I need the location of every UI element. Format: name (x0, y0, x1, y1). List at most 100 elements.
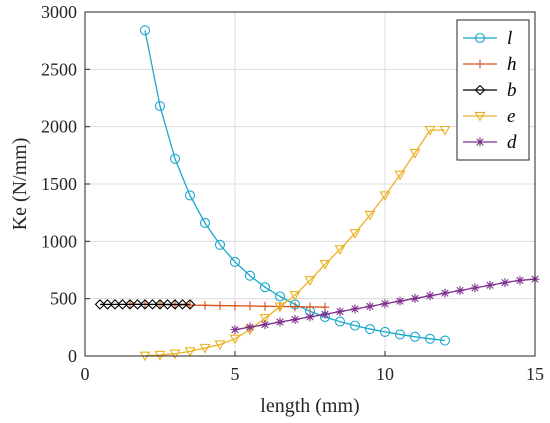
x-tick-label: 10 (376, 364, 394, 384)
series-d (230, 274, 540, 335)
data-point-b (102, 299, 113, 310)
data-point-b (162, 299, 173, 310)
data-point-d (260, 320, 270, 330)
data-point-b (117, 299, 128, 310)
data-point-d (410, 293, 420, 303)
legend-label-d: d (507, 132, 517, 153)
data-point-e (169, 349, 181, 360)
data-point-h (215, 301, 225, 311)
data-point-b (177, 299, 188, 310)
data-point-l (154, 100, 166, 112)
data-point-e (199, 343, 211, 354)
y-axis-title: Ke (N/mm) (9, 138, 31, 231)
data-point-b (154, 299, 166, 310)
legend-item-d: d (463, 132, 517, 153)
x-tick-label: 0 (81, 364, 90, 384)
data-point-e (319, 260, 331, 270)
data-point-l (364, 324, 376, 335)
data-point-h (305, 302, 315, 312)
y-tick-label: 1500 (41, 174, 77, 194)
data-point-d (440, 288, 450, 298)
legend-label-h: h (507, 54, 517, 75)
data-point-d (305, 312, 315, 322)
legend-item-b: b (463, 80, 517, 101)
y-tick-label: 500 (50, 289, 77, 309)
data-point-l (334, 316, 346, 327)
data-point-d (350, 304, 360, 314)
x-tick-label: 5 (231, 364, 240, 384)
data-point-l (274, 291, 286, 302)
data-point-h (260, 301, 270, 311)
series-layer (94, 25, 540, 362)
data-point-e (334, 245, 346, 255)
data-point-e (184, 347, 196, 358)
data-point-l (199, 217, 211, 229)
data-point-l (379, 326, 391, 337)
data-point-e (274, 302, 286, 313)
data-point-e (439, 125, 451, 136)
data-point-b (139, 299, 151, 310)
legend-label-l: l (507, 28, 512, 49)
data-point-e (364, 210, 376, 221)
data-point-e (424, 125, 436, 136)
data-point-d (290, 315, 300, 325)
data-point-l (184, 190, 196, 201)
legend-item-e: e (463, 106, 515, 127)
legend-marker-e (474, 111, 486, 122)
data-point-l (244, 270, 256, 281)
data-point-e (214, 340, 226, 351)
data-point-d (380, 299, 390, 309)
data-point-d (230, 325, 240, 335)
data-point-e (229, 334, 241, 345)
legend-label-b: b (507, 80, 517, 101)
data-point-l (394, 329, 406, 340)
series-line-e (144, 129, 445, 357)
data-point-e (394, 170, 406, 181)
data-point-e (409, 148, 421, 159)
legend-marker-l (474, 32, 486, 44)
data-point-d (275, 317, 285, 327)
data-point-d (335, 307, 345, 317)
y-tick-label: 2500 (41, 59, 77, 79)
data-point-d (455, 286, 465, 296)
data-point-h (290, 302, 300, 312)
legend-marker-b (474, 84, 486, 96)
data-point-d (320, 309, 330, 319)
legend-label-e: e (507, 106, 515, 127)
data-point-d (485, 280, 495, 290)
data-point-d (245, 322, 255, 332)
data-point-e (259, 314, 271, 324)
data-point-b (147, 299, 158, 310)
y-tick-label: 0 (68, 346, 77, 366)
data-point-d (500, 278, 510, 288)
data-point-b (132, 299, 143, 310)
data-point-d (470, 283, 480, 293)
data-point-l (409, 331, 421, 342)
data-point-d (515, 275, 525, 285)
data-point-l (439, 335, 451, 346)
legend-item-l: l (463, 28, 512, 49)
data-point-e (379, 191, 391, 202)
data-point-d (425, 291, 435, 301)
data-point-l (214, 239, 226, 250)
data-point-h (230, 301, 240, 311)
data-point-l (424, 333, 436, 344)
data-point-l (169, 153, 181, 164)
data-point-d (395, 296, 405, 306)
data-point-l (259, 282, 271, 293)
data-point-b (94, 299, 106, 310)
series-b (94, 299, 196, 310)
data-point-b (184, 299, 196, 310)
legend-item-h: h (463, 54, 517, 75)
data-point-h (200, 300, 210, 310)
legend-marker-d (475, 137, 485, 147)
y-tick-label: 3000 (41, 2, 77, 22)
legend-marker-h (475, 59, 485, 69)
data-point-e (304, 276, 316, 286)
data-point-e (349, 229, 361, 239)
data-point-e (289, 291, 301, 301)
data-point-b (169, 299, 181, 310)
x-tick-label: 15 (526, 364, 544, 384)
